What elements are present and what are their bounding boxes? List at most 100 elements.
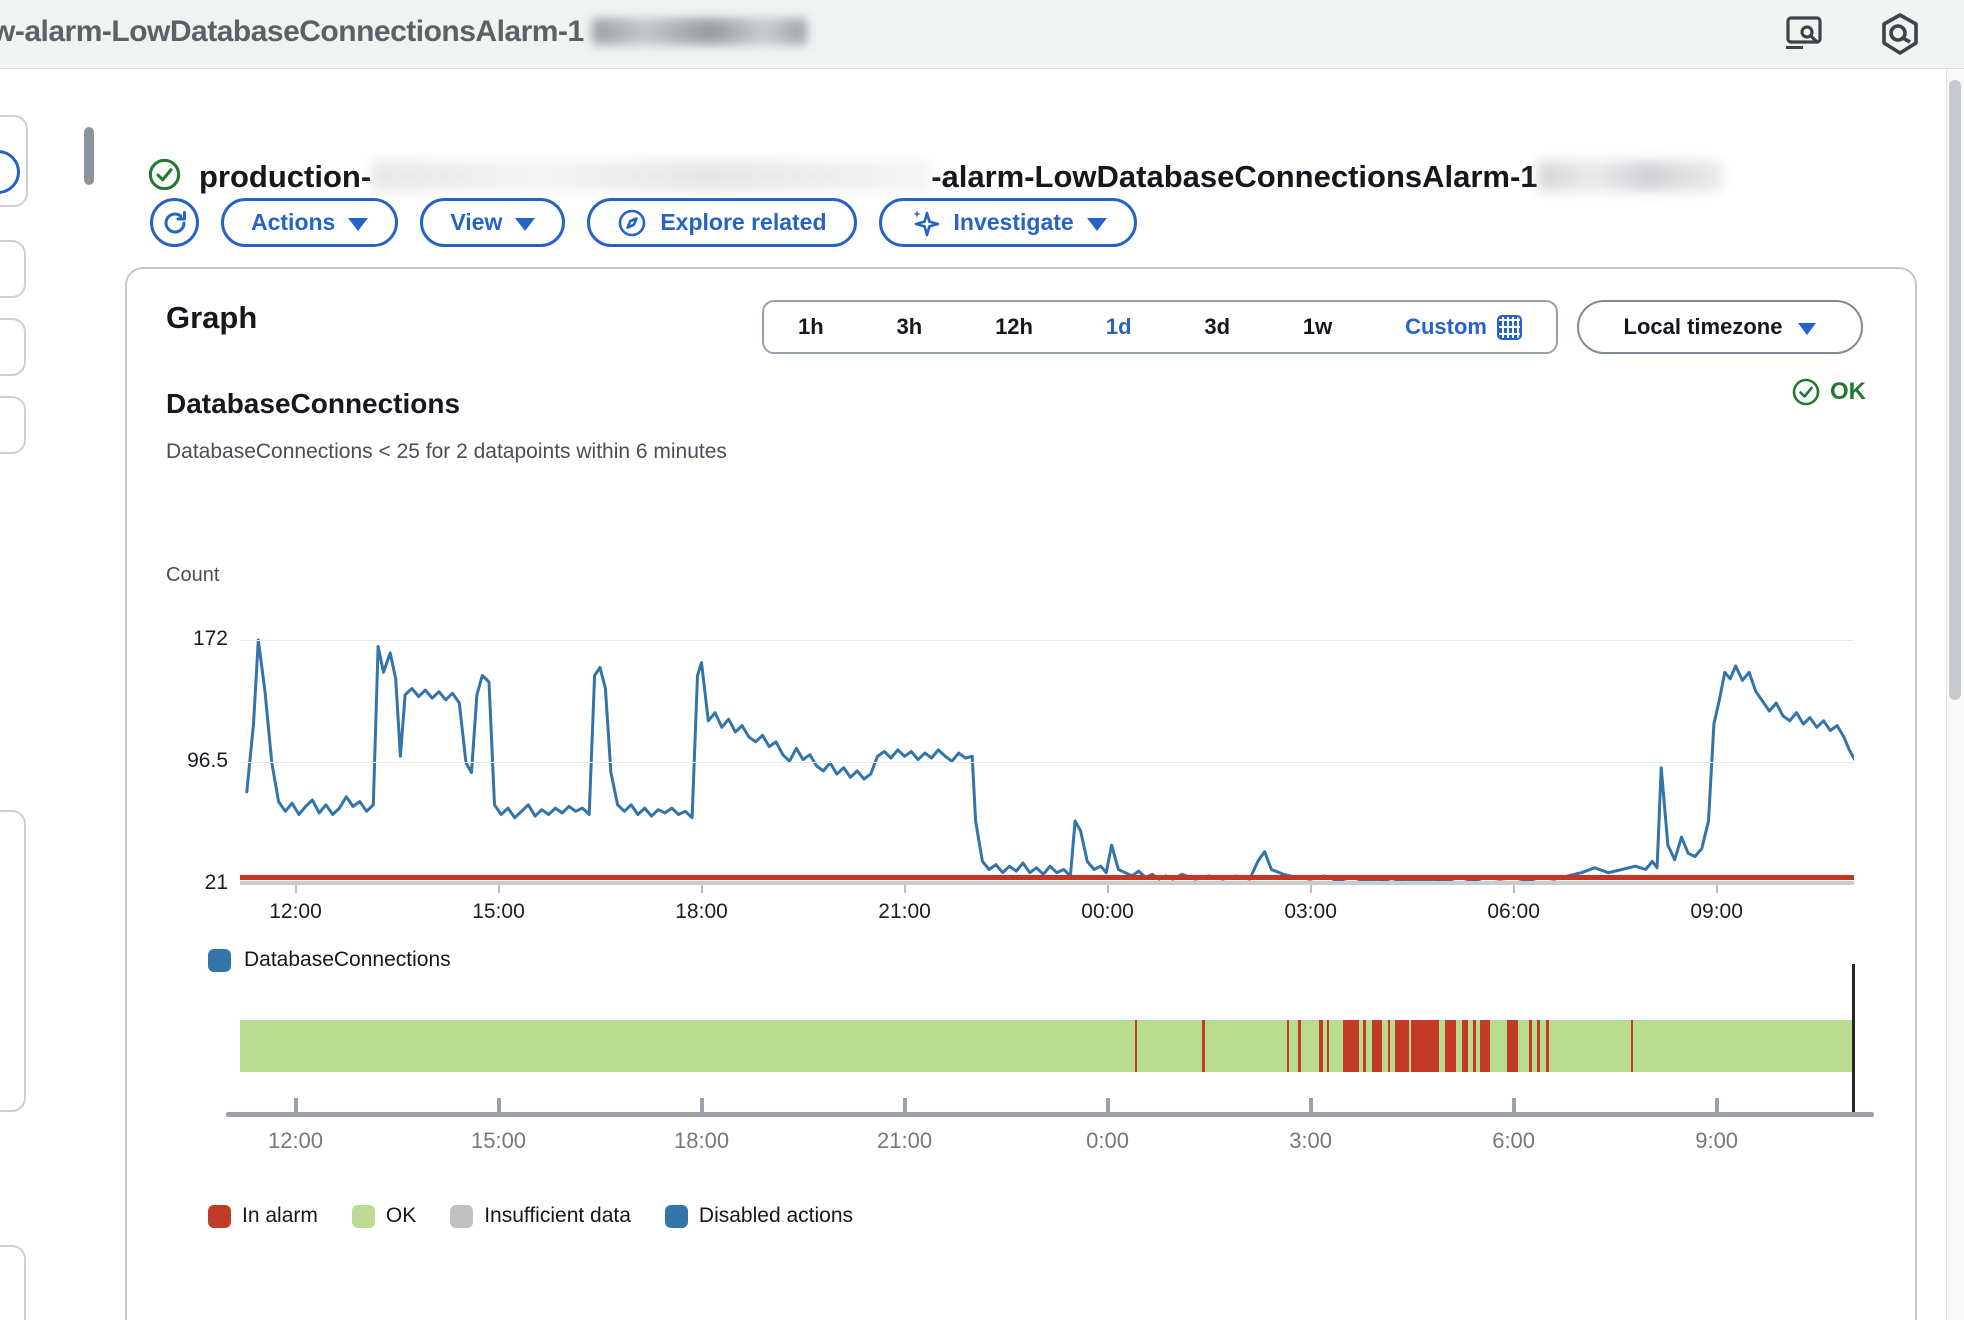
investigate-button[interactable]: Investigate [878, 198, 1137, 247]
legend-swatch [351, 1204, 375, 1228]
range-option-3h[interactable]: 3h [897, 314, 923, 340]
range-option-12h[interactable]: 12h [995, 314, 1033, 340]
x-tick-mark [1512, 884, 1515, 893]
alarm-condition: DatabaseConnections < 25 for 2 datapoint… [166, 440, 727, 463]
in-alarm-interval [1371, 1020, 1383, 1072]
explore-related-label: Explore related [660, 209, 827, 235]
state-legend-item: Insufficient data [450, 1204, 631, 1228]
refresh-icon [164, 210, 186, 233]
y-gridline [240, 762, 1854, 763]
page-scrollbar-thumb[interactable] [1949, 80, 1961, 700]
y-tick-label: 96.5 [187, 749, 228, 772]
x-tick-mark [294, 884, 297, 893]
explore-related-button[interactable]: Explore related [587, 198, 857, 247]
browser-tab-title: w-alarm-LowDatabaseConnectionsAlarm-1 [0, 15, 807, 49]
chevron-down-icon [1798, 322, 1817, 335]
alarm-header: production- -alarm-LowDatabaseConnections… [148, 138, 1723, 216]
refresh-button[interactable] [150, 198, 199, 247]
chevron-down-icon [348, 217, 369, 231]
range-option-1h[interactable]: 1h [798, 314, 824, 340]
range-option-custom[interactable]: Custom [1405, 314, 1522, 340]
x-tick-label: 21:00 [878, 900, 931, 923]
graph-card [125, 267, 1917, 1320]
sidebar-button-edge [0, 396, 26, 454]
alarm-state-badge: OK [1792, 378, 1866, 406]
actions-button[interactable]: Actions [221, 198, 399, 247]
browser-topbar: w-alarm-LowDatabaseConnectionsAlarm-1 [0, 0, 1964, 69]
chevron-down-icon [1086, 217, 1107, 231]
x-tick-label: 15:00 [472, 900, 525, 923]
in-alarm-interval [1529, 1020, 1532, 1072]
graph-panel-title: Graph [166, 300, 258, 335]
in-alarm-interval [1286, 1020, 1290, 1072]
metric-legend-item[interactable]: DatabaseConnections [208, 948, 451, 972]
timeline-axis [226, 1112, 1874, 1117]
page-title: production- -alarm-LowDatabaseConnections… [199, 159, 1723, 195]
ok-check-icon [1792, 378, 1820, 406]
timeline-tick-label: 18:00 [674, 1128, 730, 1153]
x-tick-mark [1106, 884, 1109, 893]
range-option-label: 1d [1105, 314, 1132, 339]
timeline-tick-mark [699, 1098, 704, 1112]
chevron-down-icon [515, 217, 536, 231]
in-alarm-interval [1461, 1020, 1468, 1072]
ok-check-icon [148, 158, 181, 196]
timeline-end-marker [1852, 964, 1855, 1117]
y-tick-label: 21 [204, 871, 228, 894]
alarm-state-text: OK [1830, 378, 1866, 405]
in-alarm-interval [1473, 1020, 1476, 1072]
timeline-tick-label: 15:00 [470, 1128, 527, 1153]
legend-swatch [664, 1204, 688, 1228]
timeline-tick-mark [496, 1098, 501, 1112]
tab-title-redacted [591, 18, 807, 45]
view-button[interactable]: View [420, 198, 566, 247]
y-gridline [240, 640, 1854, 641]
devtools-icon[interactable] [1780, 10, 1828, 58]
in-alarm-interval [1444, 1020, 1457, 1072]
timeline-tick-mark [1511, 1098, 1516, 1112]
timeline-tick-label: 3:00 [1289, 1128, 1333, 1153]
state-legend-item: Disabled actions [664, 1204, 853, 1228]
in-alarm-interval [1134, 1020, 1138, 1072]
range-option-label: 3h [896, 314, 923, 339]
sidebar-button-edge [0, 240, 26, 298]
range-option-label: 1w [1302, 314, 1333, 339]
x-tick-mark [700, 884, 703, 893]
x-tick-label: 18:00 [675, 900, 728, 923]
x-tick-label: 00:00 [1081, 900, 1134, 923]
alarm-toolbar: Actions View Explore related Investigate [150, 198, 1137, 247]
timezone-dropdown[interactable]: Local timezone [1577, 300, 1863, 354]
sidebar-scrollbar-thumb[interactable] [84, 127, 94, 185]
in-alarm-interval [1479, 1020, 1490, 1072]
compass-icon [619, 209, 646, 236]
range-option-1d[interactable]: 1d [1106, 314, 1132, 340]
x-tick-label: 06:00 [1487, 900, 1540, 923]
x-tick-mark [1715, 884, 1718, 893]
legend-label: Insufficient data [484, 1204, 631, 1227]
sparkle-icon [912, 209, 939, 236]
tab-title-text: w-alarm-LowDatabaseConnectionsAlarm-1 [0, 15, 584, 48]
timeline-tick-mark [1105, 1098, 1110, 1112]
range-option-1w[interactable]: 1w [1303, 314, 1332, 340]
legend-swatch [208, 1204, 231, 1228]
state-legend-item: In alarm [208, 1204, 318, 1228]
timeline-tick-label: 0:00 [1086, 1128, 1129, 1153]
in-alarm-interval [1411, 1020, 1440, 1072]
timeline-tick-mark [1714, 1098, 1719, 1112]
range-option-label: 1h [798, 314, 824, 339]
state-legend: In alarm OK Insufficient data Disabled acti… [208, 1204, 853, 1228]
page-title-prefix: production- [199, 158, 372, 194]
range-option-3d[interactable]: 3d [1204, 314, 1230, 340]
legend-label: In alarm [242, 1204, 318, 1227]
calendar-icon [1496, 314, 1522, 340]
y-tick-label: 172 [192, 627, 228, 650]
extension-hexagon-icon[interactable] [1876, 10, 1924, 58]
range-option-label: Custom [1405, 314, 1487, 339]
range-option-label: 3d [1204, 314, 1231, 339]
legend-label: DatabaseConnections [244, 948, 451, 971]
page-title-redacted-tail [1537, 160, 1723, 191]
legend-swatch [208, 948, 231, 972]
timeline-tick-label: 12:00 [267, 1128, 324, 1153]
timeline-tick-label: 21:00 [877, 1128, 933, 1153]
